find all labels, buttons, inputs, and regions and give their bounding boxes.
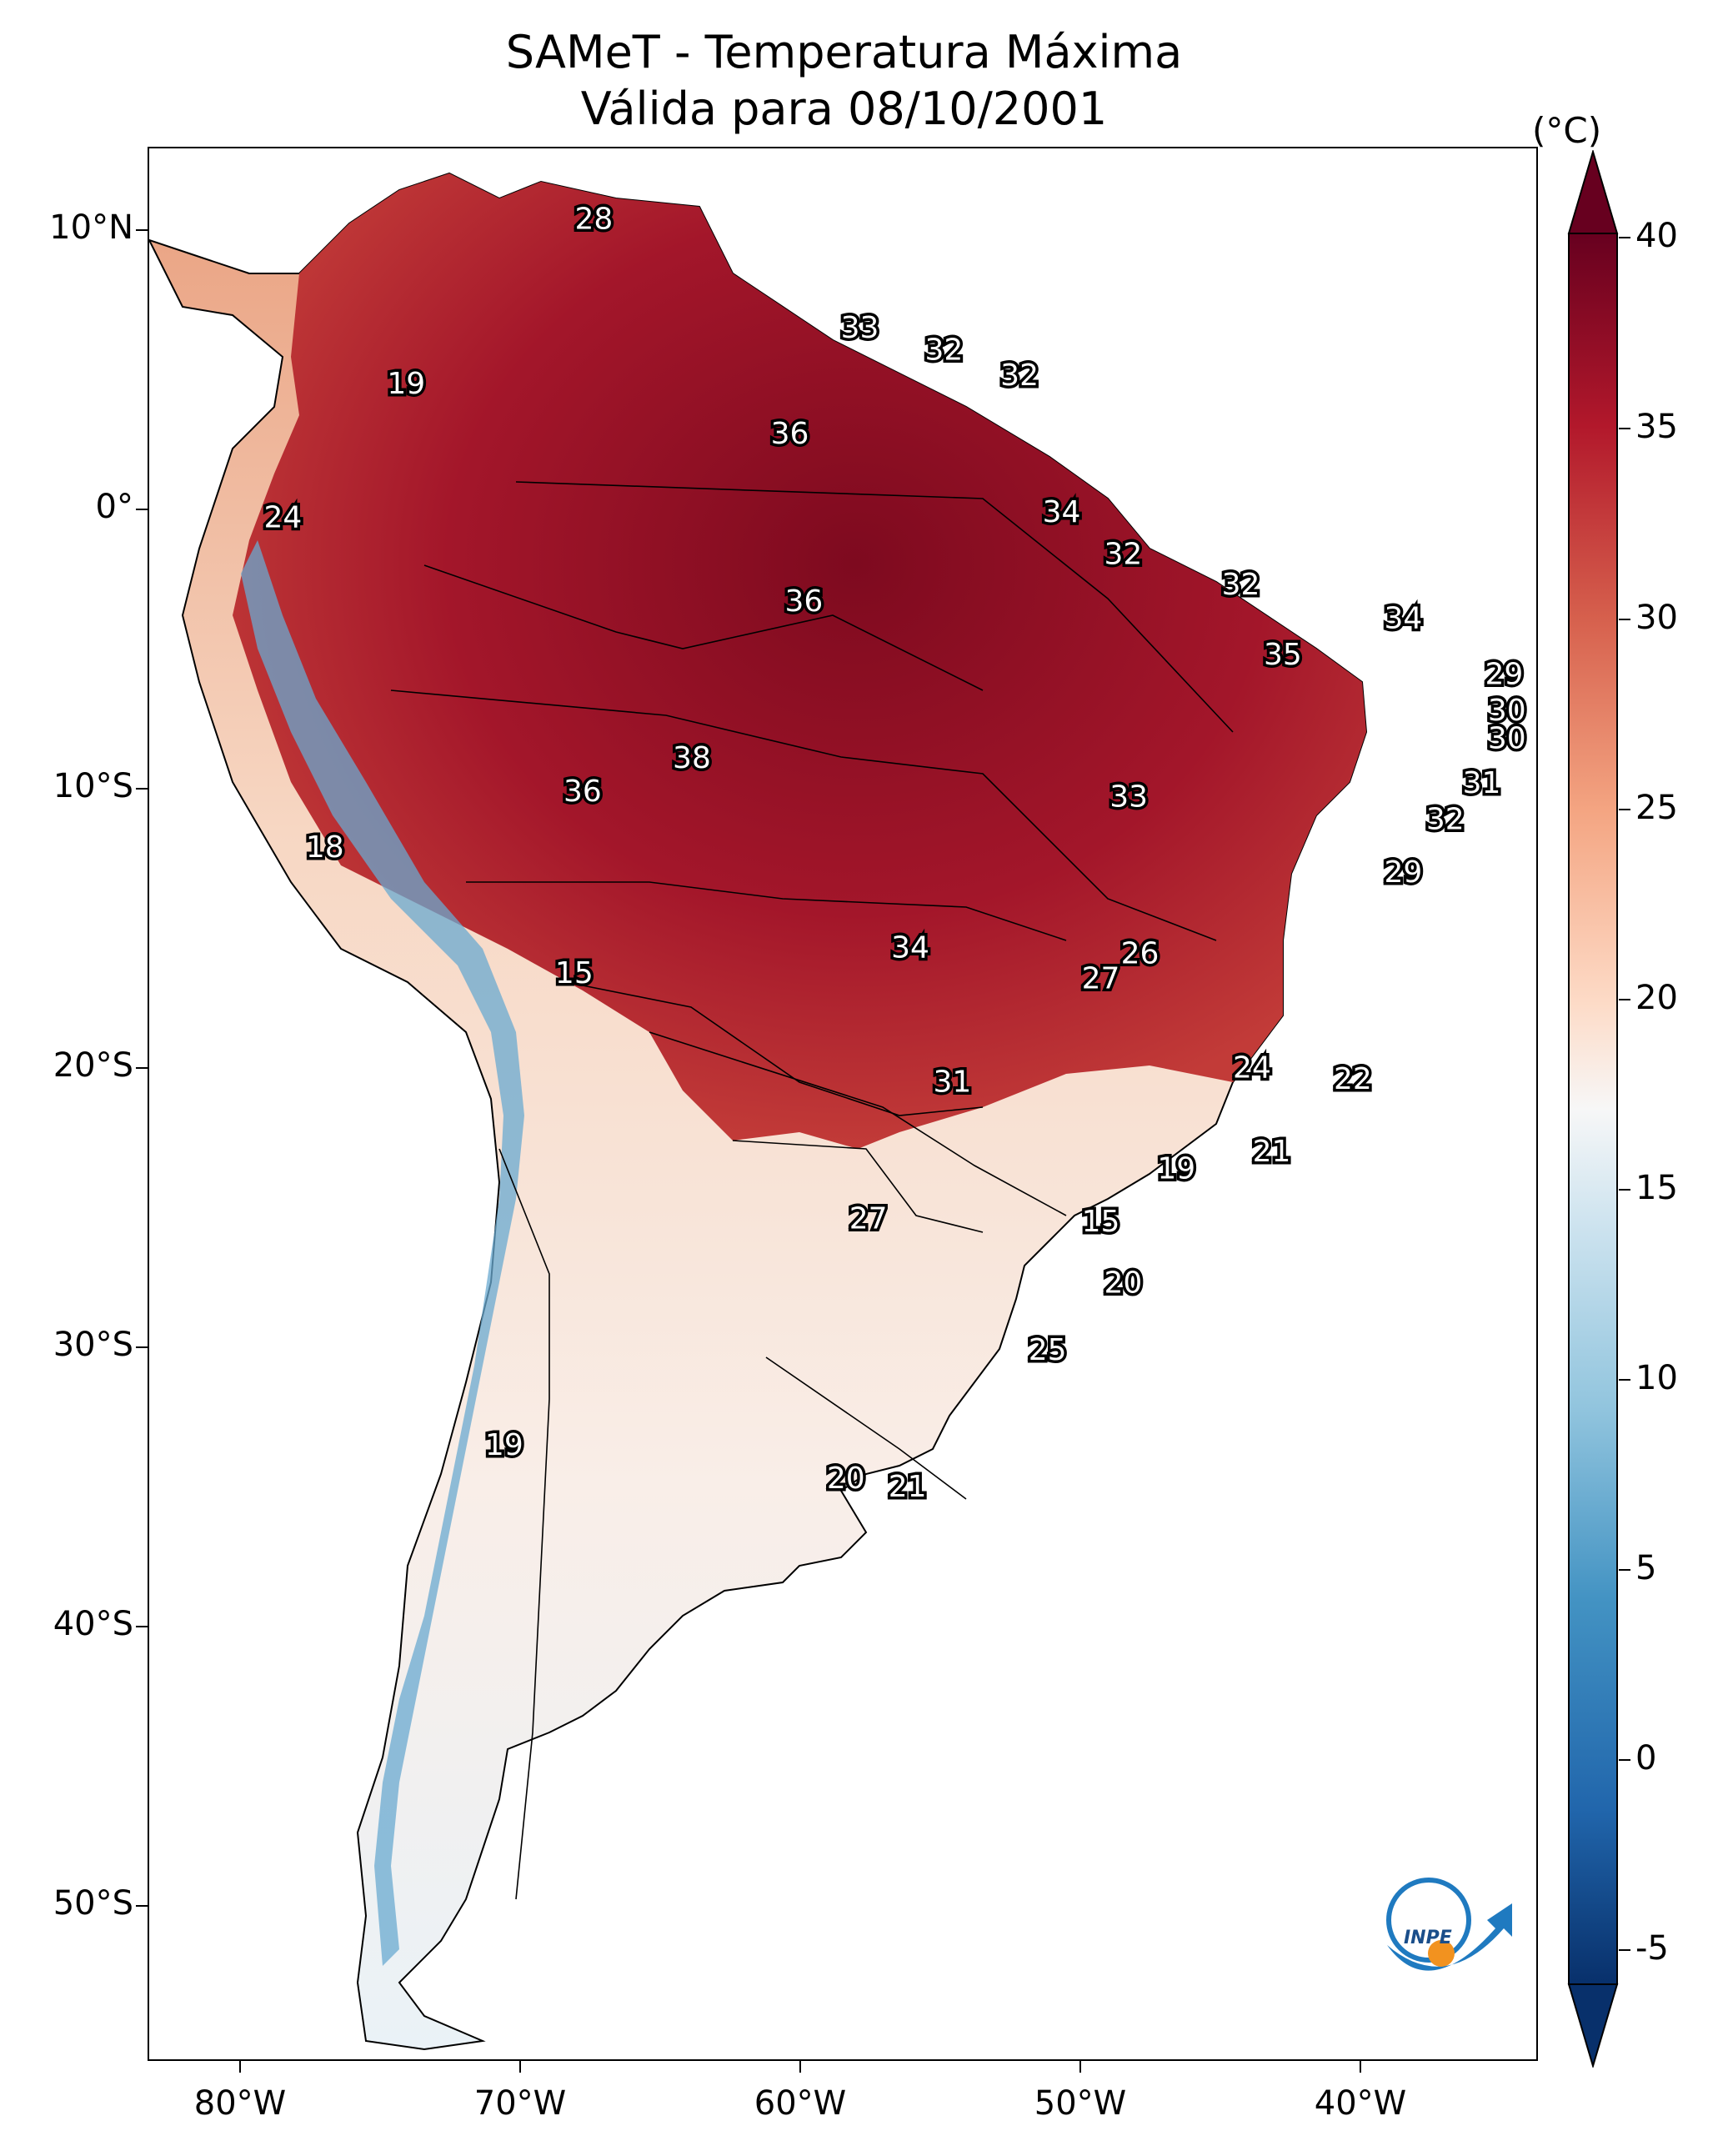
colorbar-max-extend bbox=[1567, 150, 1619, 234]
temperature-label: 38 bbox=[673, 741, 711, 775]
temperature-label: 19 bbox=[1157, 1151, 1195, 1186]
colorbar-label-40: 40 bbox=[1635, 217, 1678, 255]
colorbar-label-30: 30 bbox=[1635, 599, 1678, 637]
temperature-label: 33 bbox=[841, 311, 879, 345]
temperature-label: 36 bbox=[563, 775, 602, 809]
lon-tick bbox=[1360, 2061, 1361, 2073]
temperature-label: 31 bbox=[934, 1065, 972, 1099]
svg-text:INPE: INPE bbox=[1404, 1928, 1452, 1948]
lat-tick bbox=[136, 1905, 148, 1907]
lat-label-30s: 30°S bbox=[53, 1326, 133, 1364]
andes-cool-strip bbox=[241, 540, 524, 1966]
colorbar-tick bbox=[1619, 1949, 1630, 1951]
temperature-label: 24 bbox=[1233, 1051, 1271, 1086]
temperature-label: 22 bbox=[1334, 1062, 1372, 1096]
map-subtitle: Válida para 08/10/2001 bbox=[580, 83, 1108, 135]
temperature-label: 32 bbox=[1000, 358, 1039, 393]
lon-tick bbox=[799, 2061, 801, 2073]
lon-label-80w: 80°W bbox=[193, 2084, 287, 2123]
temperature-label: 26 bbox=[1121, 936, 1160, 970]
temperature-label: 27 bbox=[849, 1202, 888, 1236]
temperature-label: 34 bbox=[1384, 601, 1422, 635]
temperature-label: 18 bbox=[306, 830, 344, 865]
colorbar-tick bbox=[1619, 809, 1630, 810]
temperature-label: 25 bbox=[1029, 1333, 1067, 1367]
colorbar-label-10: 10 bbox=[1635, 1359, 1678, 1397]
temperature-label: 28 bbox=[574, 202, 613, 236]
temperature-label: 35 bbox=[1264, 638, 1302, 672]
lat-label-50s: 50°S bbox=[53, 1884, 133, 1923]
temperature-label: 27 bbox=[1082, 961, 1120, 995]
colorbar-label-5: 5 bbox=[1635, 1549, 1657, 1587]
colorbar-min-extend bbox=[1567, 1983, 1619, 2068]
colorbar-label-20: 20 bbox=[1635, 979, 1678, 1017]
temperature-label: 34 bbox=[891, 931, 929, 965]
colorbar-label-15: 15 bbox=[1635, 1169, 1678, 1207]
lon-tick bbox=[519, 2061, 521, 2073]
lon-label-50w: 50°W bbox=[1034, 2084, 1127, 2123]
lon-label-70w: 70°W bbox=[473, 2084, 567, 2123]
lon-label-40w: 40°W bbox=[1314, 2084, 1407, 2123]
temperature-label: 32 bbox=[1222, 568, 1260, 602]
lon-tick bbox=[239, 2061, 241, 2073]
lat-label-20s: 20°S bbox=[53, 1046, 133, 1085]
lat-tick bbox=[136, 788, 148, 790]
lat-tick bbox=[136, 1346, 148, 1348]
temperature-label: 30 bbox=[1488, 721, 1526, 755]
lat-tick bbox=[136, 1626, 148, 1627]
temperature-label: 29 bbox=[1384, 855, 1422, 890]
lat-label-10n: 10°N bbox=[49, 208, 133, 247]
lat-label-10s: 10°S bbox=[53, 767, 133, 805]
temperature-label: 36 bbox=[771, 417, 809, 451]
colorbar-tick bbox=[1619, 1569, 1630, 1571]
colorbar-tick bbox=[1619, 619, 1630, 620]
colorbar bbox=[1567, 150, 1619, 2068]
map-title: SAMeT - Temperatura Máxima bbox=[505, 26, 1183, 78]
temperature-label: 20 bbox=[827, 1462, 865, 1496]
colorbar-unit: (°C) bbox=[1532, 110, 1602, 151]
lat-tick bbox=[136, 1067, 148, 1069]
inpe-logo: INPE bbox=[1386, 1878, 1512, 1971]
temperature-label: 24 bbox=[263, 501, 302, 535]
colorbar-tick bbox=[1619, 237, 1630, 238]
temperature-label: 30 bbox=[1488, 694, 1526, 728]
temperature-label: 34 bbox=[1043, 495, 1081, 529]
temperature-label: 32 bbox=[924, 333, 963, 368]
temperature-label: 29 bbox=[1485, 657, 1523, 691]
lat-label-0: 0° bbox=[95, 488, 133, 526]
colorbar-tick bbox=[1619, 1379, 1630, 1381]
temperature-label: 15 bbox=[1082, 1205, 1120, 1239]
colorbar-tick bbox=[1619, 999, 1630, 1000]
hot-region-shape bbox=[233, 173, 1366, 1149]
temperature-label: 19 bbox=[387, 367, 425, 401]
temperature-label: 31 bbox=[1463, 766, 1501, 800]
colorbar-label-minus5: -5 bbox=[1635, 1929, 1669, 1968]
temperature-label: 20 bbox=[1104, 1266, 1142, 1301]
temperature-label: 19 bbox=[485, 1428, 523, 1462]
colorbar-tick bbox=[1619, 1759, 1630, 1761]
map-panel: INPE 28 33 32 32 19 36 34 24 32 32 36 34 35 29 30 30 38 3… bbox=[148, 147, 1538, 2061]
temperature-label: 36 bbox=[784, 584, 823, 619]
colorbar-label-25: 25 bbox=[1635, 789, 1678, 827]
country-borders bbox=[390, 481, 1234, 1900]
temperature-label: 15 bbox=[555, 956, 594, 990]
lon-label-60w: 60°W bbox=[754, 2084, 847, 2123]
colorbar-tick bbox=[1619, 1189, 1630, 1191]
temperature-label: 21 bbox=[889, 1470, 927, 1504]
lat-tick bbox=[136, 509, 148, 510]
lat-label-40s: 40°S bbox=[53, 1605, 133, 1643]
lat-tick bbox=[136, 229, 148, 231]
temperature-label: 32 bbox=[1426, 803, 1465, 837]
colorbar-scale bbox=[1568, 233, 1618, 1985]
colorbar-tick bbox=[1619, 428, 1630, 429]
temperature-label: 21 bbox=[1253, 1135, 1291, 1169]
temperature-label: 32 bbox=[1104, 537, 1142, 571]
colorbar-label-0: 0 bbox=[1635, 1739, 1657, 1777]
colorbar-label-35: 35 bbox=[1635, 408, 1678, 446]
lon-tick bbox=[1079, 2061, 1081, 2073]
temperature-label: 33 bbox=[1109, 780, 1148, 815]
